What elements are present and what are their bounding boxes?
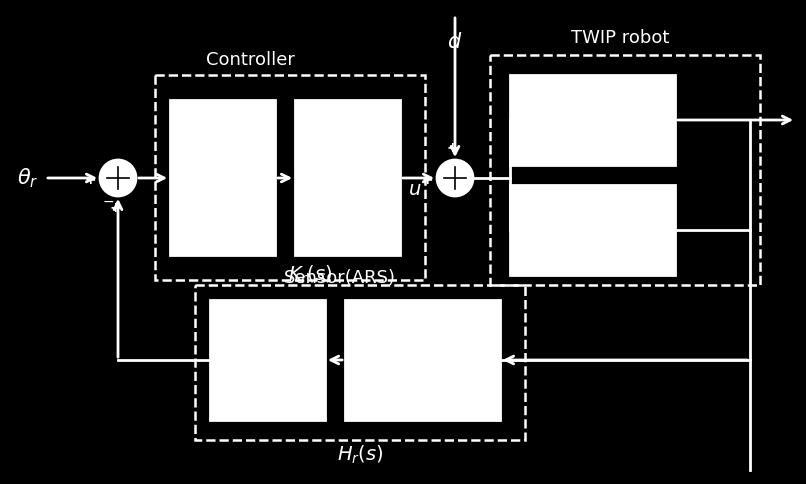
- Text: +: +: [109, 201, 121, 215]
- Text: $-$: $-$: [102, 194, 114, 208]
- Bar: [510, 185, 675, 275]
- Bar: [490, 55, 760, 285]
- Text: $d$: $d$: [447, 32, 463, 52]
- Text: TWIP robot: TWIP robot: [571, 29, 669, 47]
- Circle shape: [437, 160, 473, 196]
- Text: Controller: Controller: [206, 51, 294, 69]
- Text: +: +: [85, 173, 96, 187]
- Text: +: +: [447, 141, 458, 155]
- Text: +: +: [422, 173, 433, 187]
- Bar: [195, 285, 525, 440]
- Circle shape: [100, 160, 136, 196]
- Bar: [155, 75, 425, 280]
- Text: $u$: $u$: [409, 181, 422, 199]
- Text: Sensor(ARS): Sensor(ARS): [284, 269, 396, 287]
- Bar: [295, 100, 400, 255]
- Text: $K_r(s)$: $K_r(s)$: [288, 264, 332, 286]
- Bar: [170, 100, 275, 255]
- Bar: [345, 300, 500, 420]
- Bar: [510, 75, 675, 165]
- Text: $H_r(s)$: $H_r(s)$: [337, 444, 384, 466]
- Text: $\theta_r$: $\theta_r$: [17, 166, 39, 190]
- Bar: [210, 300, 325, 420]
